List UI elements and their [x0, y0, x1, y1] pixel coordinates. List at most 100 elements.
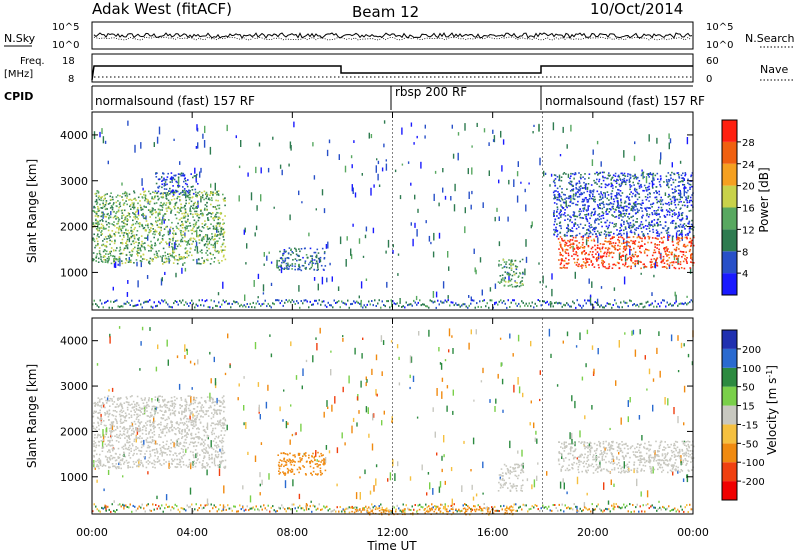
range-cell: [125, 215, 127, 218]
range-cell: [596, 260, 598, 262]
range-cell: [677, 508, 679, 511]
range-cell: [644, 305, 646, 308]
range-cell: [642, 306, 644, 309]
range-cell: [473, 299, 475, 302]
range-cell: [435, 291, 438, 298]
range-cell: [580, 185, 582, 187]
range-cell: [578, 214, 581, 217]
range-cell: [168, 445, 170, 448]
range-cell: [554, 231, 556, 233]
range-cell: [227, 302, 229, 305]
range-cell: [608, 302, 610, 305]
range-cell: [218, 225, 221, 227]
colorbar-tick-label: 8: [742, 247, 748, 258]
range-cell: [642, 234, 644, 236]
range-cell: [489, 510, 491, 513]
range-cell: [107, 229, 110, 232]
range-cell: [586, 492, 588, 496]
range-cell: [191, 254, 193, 257]
range-cell: [196, 227, 199, 229]
range-cell: [194, 210, 196, 213]
range-cell: [128, 214, 130, 216]
range-cell: [474, 505, 476, 508]
range-cell: [618, 176, 621, 178]
range-cell: [223, 197, 226, 200]
range-cell: [414, 194, 416, 200]
range-cell: [103, 238, 106, 240]
range-cell: [560, 254, 562, 256]
range-cell: [197, 216, 200, 219]
range-cell: [624, 255, 627, 262]
range-cell: [492, 306, 494, 309]
range-cell: [548, 303, 550, 306]
range-cell: [567, 173, 570, 178]
range-cell: [670, 202, 673, 204]
range-cell: [306, 504, 308, 507]
range-cell: [614, 299, 616, 302]
range-cell: [622, 181, 625, 183]
noise-sky-line: [93, 32, 693, 39]
range-cell: [200, 504, 202, 507]
range-cell: [521, 300, 523, 303]
range-cell: [509, 506, 511, 509]
range-cell: [549, 301, 551, 304]
range-cell: [650, 505, 652, 508]
range-cell: [651, 261, 653, 263]
range-cell: [144, 510, 146, 513]
range-cell: [666, 229, 669, 232]
nave-tick-bottom: 0: [706, 74, 712, 85]
range-cell: [682, 478, 685, 482]
range-cell: [147, 199, 149, 201]
range-cell: [387, 509, 389, 512]
range-cell: [589, 217, 591, 220]
range-cell: [188, 191, 191, 194]
range-cell: [655, 258, 658, 260]
range-cell: [584, 264, 587, 267]
range-cell: [221, 243, 224, 246]
range-cell: [633, 203, 635, 205]
range-cell: [517, 161, 519, 167]
range-cell: [106, 241, 108, 243]
range-cell: [678, 189, 680, 191]
range-cell: [193, 193, 195, 195]
range-cell: [190, 186, 193, 188]
range-cell: [649, 193, 651, 195]
noise-left-label: N.Sky: [4, 32, 36, 45]
range-cell: [669, 234, 671, 237]
noise-trace: [93, 32, 693, 41]
range-cell: [158, 211, 161, 214]
range-cell: [561, 206, 563, 208]
range-cell: [189, 450, 192, 453]
range-cell: [630, 191, 632, 193]
range-cell: [351, 164, 353, 169]
range-cell: [622, 178, 624, 181]
range-cell: [341, 510, 343, 513]
range-cell: [112, 216, 115, 219]
range-cell: [180, 507, 182, 510]
range-cell: [581, 376, 584, 381]
range-cell: [112, 286, 114, 291]
range-cell: [599, 243, 602, 245]
range-cell: [142, 253, 145, 256]
range-cell: [632, 215, 634, 217]
range-cell: [571, 432, 573, 441]
range-cell: [200, 167, 202, 173]
range-cell: [600, 304, 602, 307]
range-cell: [446, 385, 449, 389]
range-cell: [633, 231, 636, 234]
range-cell: [134, 246, 136, 249]
range-cell: [667, 254, 669, 256]
range-cell: [117, 260, 120, 263]
range-cell: [592, 208, 595, 211]
range-cell: [670, 334, 673, 342]
range-cell: [184, 267, 187, 272]
range-cell: [597, 348, 599, 355]
range-cell: [673, 212, 676, 214]
range-cell: [298, 255, 300, 257]
range-cell: [593, 214, 595, 216]
range-cell: [127, 261, 130, 263]
range-cell: [195, 195, 197, 197]
range-cell: [92, 222, 95, 224]
range-cell: [129, 503, 131, 506]
range-cell: [199, 229, 201, 232]
